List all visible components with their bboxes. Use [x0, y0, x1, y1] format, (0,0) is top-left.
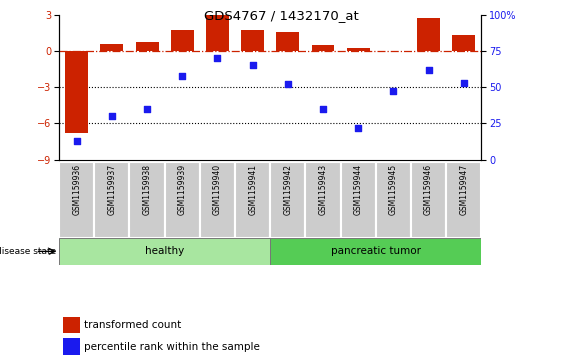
Text: transformed count: transformed count	[84, 321, 182, 330]
Text: GSM1159944: GSM1159944	[354, 164, 363, 215]
Text: pancreatic tumor: pancreatic tumor	[331, 246, 421, 256]
Text: GSM1159941: GSM1159941	[248, 164, 257, 215]
Point	[142, 106, 151, 112]
Point	[72, 138, 81, 144]
Text: GSM1159937: GSM1159937	[108, 164, 117, 215]
Text: GSM1159947: GSM1159947	[459, 164, 468, 215]
Bar	[63, 317, 80, 333]
Bar	[347, 48, 370, 51]
Bar	[235, 162, 270, 238]
Bar	[411, 162, 446, 238]
Bar	[276, 32, 300, 51]
Text: GSM1159938: GSM1159938	[142, 164, 151, 215]
Bar	[59, 238, 270, 265]
Text: GSM1159942: GSM1159942	[283, 164, 292, 215]
Text: healthy: healthy	[145, 246, 184, 256]
Text: disease state: disease state	[0, 247, 56, 256]
Bar	[241, 30, 264, 51]
Text: GSM1159946: GSM1159946	[424, 164, 433, 215]
Bar	[305, 162, 341, 238]
Point	[459, 80, 468, 86]
Point	[178, 73, 187, 78]
Text: GSM1159945: GSM1159945	[389, 164, 398, 215]
Bar	[270, 238, 481, 265]
Bar	[417, 18, 440, 51]
Bar	[200, 162, 235, 238]
Point	[248, 62, 257, 68]
Bar	[59, 162, 95, 238]
Bar	[100, 44, 123, 51]
Bar	[311, 45, 334, 51]
Point	[108, 113, 117, 119]
Bar	[270, 162, 305, 238]
Bar	[65, 51, 88, 133]
Bar	[382, 51, 405, 52]
Point	[424, 67, 433, 73]
Text: GSM1159936: GSM1159936	[72, 164, 81, 215]
Bar	[341, 162, 376, 238]
Point	[354, 125, 363, 131]
Point	[283, 81, 292, 87]
Text: GSM1159940: GSM1159940	[213, 164, 222, 215]
Point	[213, 55, 222, 61]
Text: GSM1159943: GSM1159943	[319, 164, 328, 215]
Text: GSM1159939: GSM1159939	[178, 164, 187, 215]
Bar	[95, 162, 129, 238]
Bar	[165, 162, 200, 238]
Bar	[206, 15, 229, 51]
Point	[389, 89, 398, 94]
Bar	[136, 42, 159, 51]
Bar	[452, 35, 475, 51]
Bar	[129, 162, 165, 238]
Bar	[446, 162, 481, 238]
Text: GDS4767 / 1432170_at: GDS4767 / 1432170_at	[204, 9, 359, 22]
Bar	[63, 338, 80, 355]
Bar	[171, 30, 194, 51]
Point	[319, 106, 328, 112]
Bar	[376, 162, 411, 238]
Text: percentile rank within the sample: percentile rank within the sample	[84, 342, 260, 352]
